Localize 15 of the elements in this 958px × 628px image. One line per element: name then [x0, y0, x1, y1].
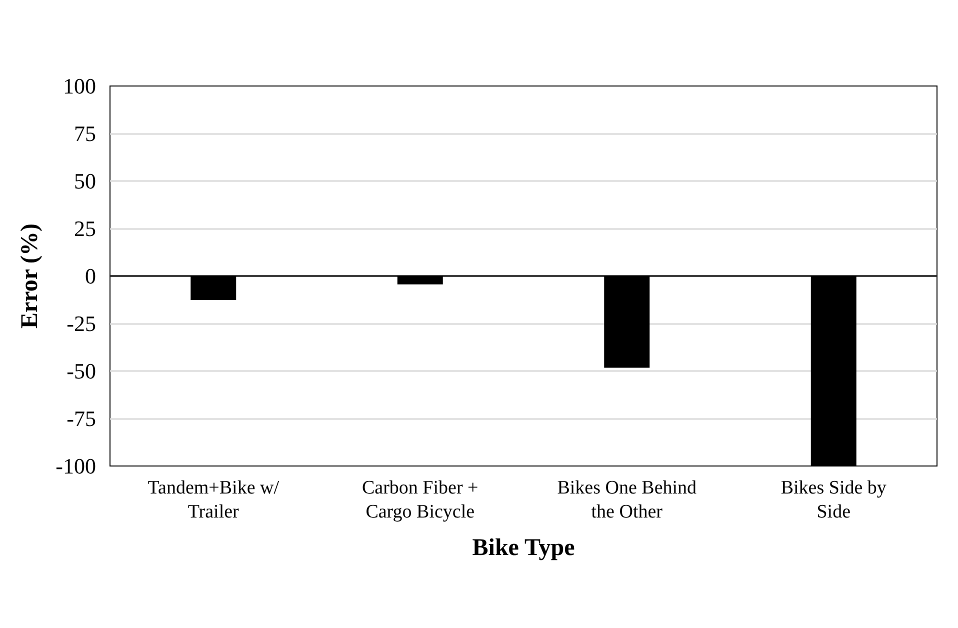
x-tick-label: Carbon Fiber + Cargo Bicycle — [362, 478, 478, 522]
y-tick-label: 75 — [74, 121, 96, 146]
x-tick-label: Bikes One Behind the Other — [557, 478, 698, 522]
y-tick-label: -25 — [66, 311, 96, 336]
x-tick-label: Bikes Side by Side — [780, 478, 887, 522]
y-tick-label: -75 — [66, 406, 96, 431]
y-tick-label: 50 — [74, 168, 96, 194]
y-tick-label: 100 — [63, 74, 96, 98]
y-axis-title: Error (%) — [17, 223, 43, 329]
y-tick-label: -50 — [66, 358, 96, 384]
y-tick-label: 0 — [85, 264, 96, 288]
x-axis-title: Bike Type — [472, 535, 576, 561]
y-tick-label: 25 — [74, 216, 96, 241]
x-tick-label: Tandem+Bike w/ Trailer — [148, 478, 280, 522]
y-tick-label: -100 — [56, 454, 96, 478]
